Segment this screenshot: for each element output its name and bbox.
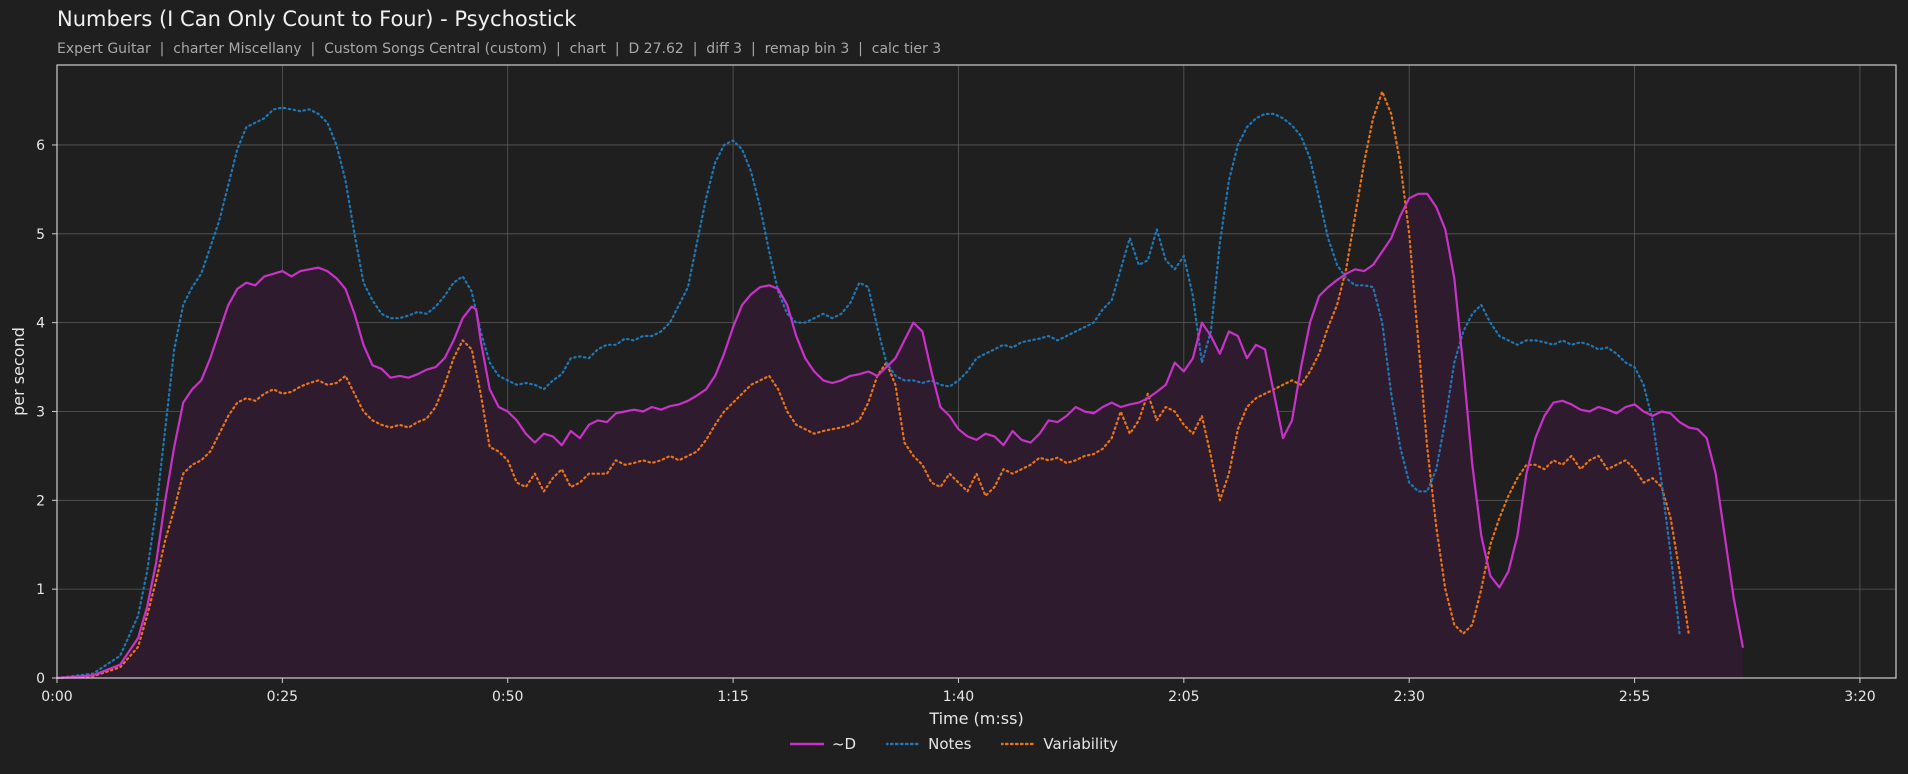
x-tick-label: 2:30 bbox=[1393, 689, 1424, 705]
legend-item-variability[interactable]: Variability bbox=[1001, 735, 1118, 753]
legend-swatch-notes bbox=[886, 742, 921, 746]
x-tick-label: 0:00 bbox=[41, 689, 72, 705]
chart-subtitle: Expert Guitar | charter Miscellany | Cus… bbox=[57, 41, 942, 57]
x-tick-label: 1:15 bbox=[717, 689, 748, 705]
legend-label-d: ~D bbox=[831, 735, 857, 753]
y-tick-label: 6 bbox=[36, 138, 45, 154]
series-line-notes bbox=[55, 106, 1681, 680]
chart-legend: ~D Notes Variability bbox=[0, 735, 1908, 753]
y-tick-label: 5 bbox=[36, 227, 45, 243]
y-tick-label: 3 bbox=[36, 404, 45, 420]
legend-swatch-variability bbox=[1001, 742, 1036, 746]
legend-label-variability: Variability bbox=[1043, 735, 1119, 753]
legend-label-notes: Notes bbox=[928, 735, 972, 753]
y-tick-label: 4 bbox=[36, 316, 45, 332]
x-tick-label: 2:05 bbox=[1168, 689, 1199, 705]
x-tick-label: 0:50 bbox=[492, 689, 523, 705]
x-tick-label: 3:20 bbox=[1844, 689, 1875, 705]
legend-item-notes[interactable]: Notes bbox=[886, 735, 971, 753]
series-line-d bbox=[55, 192, 1744, 680]
x-tick-label: 0:25 bbox=[267, 689, 298, 705]
y-tick-label: 0 bbox=[36, 671, 45, 687]
chart-title: Numbers (I Can Only Count to Four) - Psy… bbox=[57, 7, 577, 31]
chart-fills bbox=[57, 193, 1743, 679]
y-tick-label: 1 bbox=[36, 582, 45, 598]
x-axis-label: Time (m:ss) bbox=[928, 709, 1023, 728]
x-tick-label: 2:55 bbox=[1619, 689, 1650, 705]
x-axis-ticks: 0:00 0:25 0:50 1:15 1:40 2:05 2:30 2:55 3:20 bbox=[41, 678, 1876, 705]
x-tick-label: 1:40 bbox=[943, 689, 974, 705]
y-tick-label: 2 bbox=[36, 493, 45, 509]
chart-series-lines bbox=[55, 90, 1744, 680]
legend-item-d[interactable]: ~D bbox=[789, 735, 857, 753]
y-axis-label: per second bbox=[9, 327, 28, 416]
legend-swatch-d bbox=[789, 742, 824, 746]
y-axis-ticks: 0 1 2 3 4 5 6 bbox=[36, 138, 57, 687]
series-area-d bbox=[57, 193, 1743, 679]
plot-frame bbox=[56, 64, 1897, 679]
series-line-variability bbox=[55, 90, 1690, 680]
